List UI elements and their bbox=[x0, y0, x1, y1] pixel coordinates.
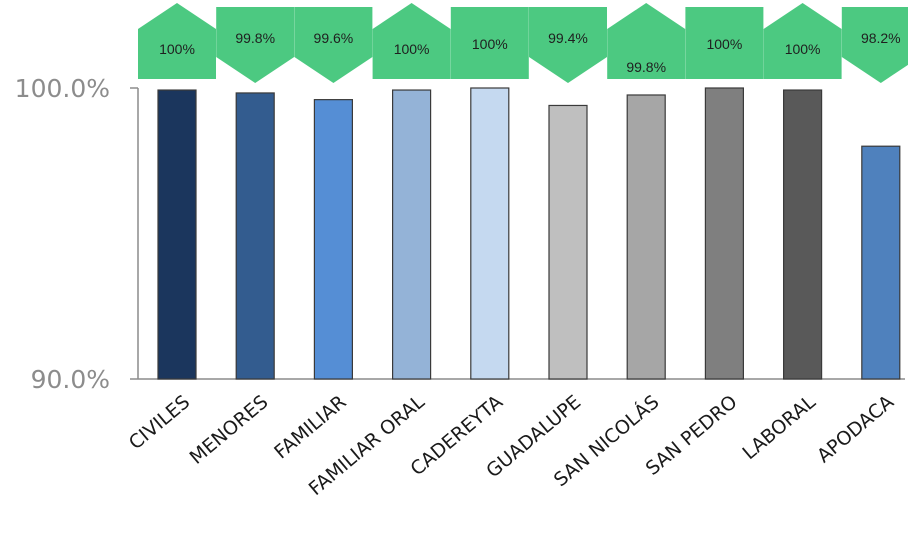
data-label: 98.2% bbox=[861, 30, 901, 46]
category-label: LABORAL bbox=[738, 391, 820, 464]
bar bbox=[861, 145, 901, 380]
category-label: CIVILES bbox=[125, 391, 194, 454]
bar bbox=[548, 104, 588, 380]
category-label: MENORES bbox=[186, 391, 273, 469]
category-label: APODACA bbox=[813, 391, 898, 467]
data-label: 100% bbox=[706, 36, 742, 52]
data-label: 99.4% bbox=[548, 30, 588, 46]
category-label: FAMILIAR bbox=[270, 391, 350, 464]
data-label: 100% bbox=[472, 36, 508, 52]
bar bbox=[157, 89, 197, 380]
data-label-badge bbox=[841, 7, 908, 83]
bar bbox=[470, 87, 510, 380]
data-label-badges: 100% 99.8% 99.6% 100% 100% 99.4% 99.8% 100% 100%… bbox=[138, 3, 908, 83]
data-label: 99.8% bbox=[626, 59, 666, 75]
data-label: 100% bbox=[785, 41, 821, 57]
y-tick-label: 90.0% bbox=[31, 365, 110, 394]
data-label-badge bbox=[529, 7, 607, 83]
y-tick-label: 100.0% bbox=[15, 74, 110, 103]
data-label: 99.6% bbox=[314, 30, 354, 46]
data-label-badge bbox=[450, 7, 529, 79]
bars bbox=[157, 87, 901, 380]
data-label-badge bbox=[372, 3, 451, 79]
bar bbox=[313, 99, 353, 380]
data-label-badge bbox=[294, 7, 373, 83]
bar bbox=[704, 87, 745, 380]
data-label-badge bbox=[763, 3, 842, 79]
bar bbox=[392, 89, 432, 380]
bar bbox=[626, 94, 666, 380]
data-label: 100% bbox=[159, 41, 195, 57]
data-label-badge bbox=[138, 3, 216, 79]
data-label-badge bbox=[607, 3, 686, 79]
data-label: 100% bbox=[394, 41, 430, 57]
data-label: 99.8% bbox=[235, 30, 275, 46]
y-tick-labels: 90.0% 100.0% bbox=[15, 74, 110, 394]
data-label-badge bbox=[685, 7, 764, 79]
data-label-badge bbox=[216, 7, 295, 83]
bar bbox=[235, 92, 275, 380]
bar bbox=[782, 89, 823, 380]
